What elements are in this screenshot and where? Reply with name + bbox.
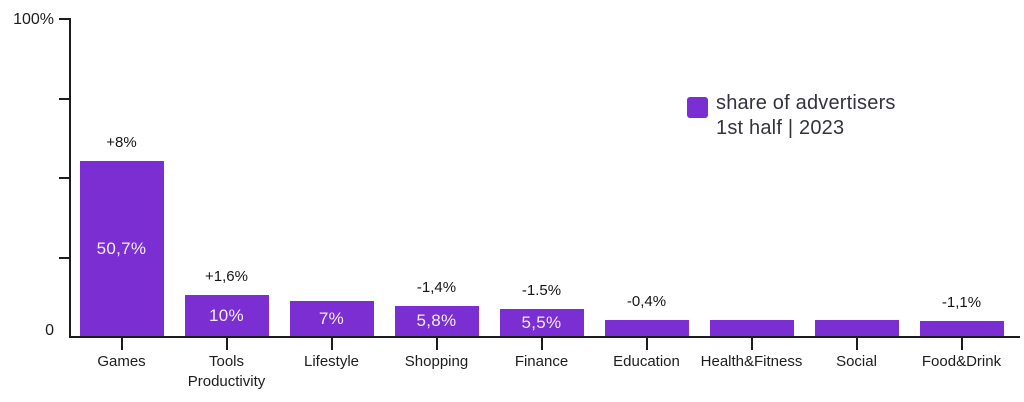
bar-share-label: 50,7% [96,238,147,258]
x-axis-tick [960,338,963,350]
legend-color-swatch [687,97,708,118]
category-label: Finance [514,353,569,370]
category-label: Games [97,353,146,370]
x-axis-tick [225,338,228,350]
y-axis-tick [59,256,69,259]
x-axis-tick [645,338,648,350]
bar: 5,8% [394,306,479,336]
y-axis-zero-label: 0 [45,322,54,339]
bar: 7% [289,301,374,336]
bar-share-label: 5,8% [416,311,457,330]
x-axis-line [69,336,1020,338]
bar [814,320,899,336]
bar: 50,7% [79,161,164,336]
x-axis-tick [855,338,858,350]
bar-delta-label: +8% [106,134,137,151]
x-axis-tick [330,338,333,350]
bar [709,320,794,336]
bar-share-label: 7% [318,308,345,328]
bar: 10% [184,295,269,336]
legend-label-line2: 1st half | 2023 [716,117,845,139]
bar-delta-label: -1,4% [416,279,457,296]
bar-share-label: 10% [209,305,244,325]
bar-delta-label: -1,1% [941,294,982,311]
category-label: Health&Fitness [700,353,803,370]
y-axis-line [69,18,71,338]
bar-delta-label: -1.5% [521,282,562,299]
x-axis-tick [120,338,123,350]
category-label: Tools Productivity [187,353,266,390]
category-label: Education [613,353,680,370]
bar-delta-label: -0,4% [626,293,667,310]
category-label: Social [836,353,877,370]
y-axis-max-label: 100% [13,11,54,28]
category-label: Shopping [404,353,469,370]
y-axis-tick [59,18,69,20]
bar-delta-label: +1,6% [205,268,248,285]
category-label: Food&Drink [921,353,1002,370]
bar: 5,5% [499,309,584,336]
x-axis-tick [750,338,753,350]
y-axis-tick [59,97,69,100]
legend-label-line1: share of advertisers [716,92,896,114]
category-label: Lifestyle [303,353,360,370]
y-axis-tick [59,177,69,179]
x-axis-tick [435,338,438,350]
bar-share-label: 5,5% [521,312,562,332]
x-axis-tick [540,338,543,350]
bar [919,321,1004,336]
bar [604,320,689,336]
